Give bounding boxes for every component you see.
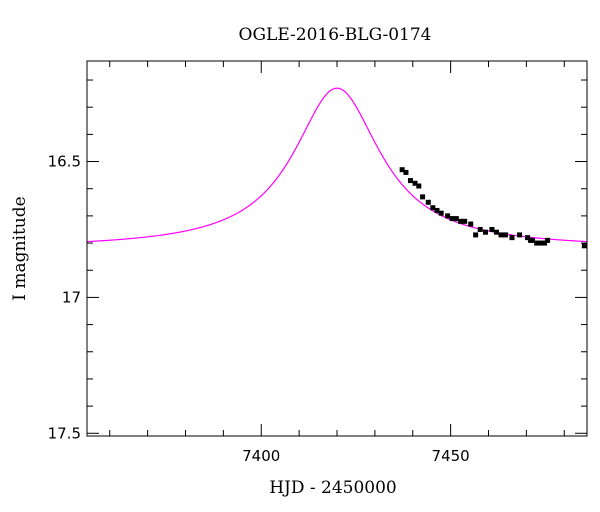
data-point — [403, 169, 409, 175]
y-tick-label: 16.5 — [48, 153, 81, 171]
model-curve-group — [86, 87, 588, 243]
data-point — [489, 226, 495, 232]
data-point — [430, 205, 436, 211]
data-point — [534, 240, 540, 246]
data-point — [468, 221, 474, 227]
plot-frame — [86, 60, 588, 437]
data-point — [449, 216, 455, 222]
data-point — [416, 183, 422, 189]
data-point — [482, 229, 488, 235]
data-point — [457, 218, 463, 224]
chart-title: OGLE-2016-BLG-0174 — [239, 25, 432, 45]
data-point — [498, 232, 504, 238]
data-point — [412, 180, 418, 186]
data-point — [473, 232, 479, 238]
y-axis-label: I magnitude — [10, 196, 30, 300]
data-point — [538, 240, 544, 246]
model-curve — [86, 87, 588, 243]
data-point — [529, 237, 535, 243]
data-point — [407, 178, 413, 184]
data-point — [425, 199, 431, 205]
data-point — [453, 216, 459, 222]
data-point — [399, 167, 405, 173]
data-point — [420, 194, 426, 200]
axis-ticks: 7400 7450 16.5 17 17.5 — [48, 61, 587, 465]
y-tick-label: 17 — [62, 288, 81, 306]
data-point — [462, 218, 468, 224]
x-tick-label: 7450 — [432, 447, 470, 465]
data-point — [542, 240, 548, 246]
data-points-group — [399, 167, 587, 249]
data-point — [503, 232, 509, 238]
x-tick-label: 7400 — [242, 447, 280, 465]
data-point — [517, 232, 523, 238]
data-point — [545, 237, 551, 243]
data-point — [493, 229, 499, 235]
data-point — [477, 226, 483, 232]
data-point — [509, 235, 515, 241]
data-point — [438, 210, 444, 216]
y-tick-label: 17.5 — [48, 424, 81, 442]
data-point — [525, 235, 531, 241]
data-point — [445, 213, 451, 219]
data-point — [434, 207, 440, 213]
x-axis-label: HJD - 2450000 — [269, 478, 397, 498]
data-point — [581, 243, 587, 249]
